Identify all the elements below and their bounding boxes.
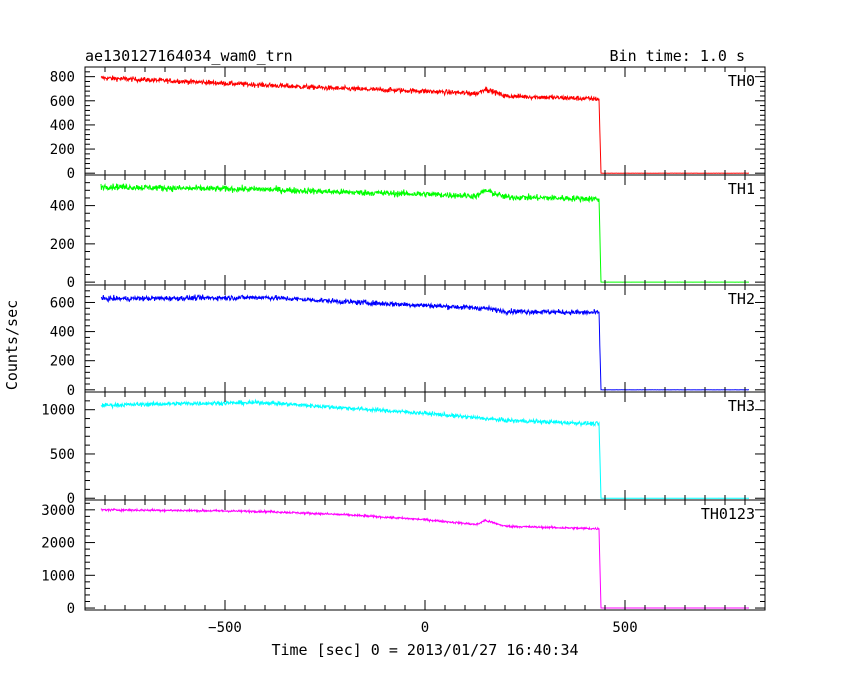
panel-frame <box>84 284 766 393</box>
y-axis-label: Counts/sec <box>3 300 21 390</box>
panel-frame <box>84 499 766 611</box>
series-line-th0123 <box>100 507 750 609</box>
y-tick-label: 400 <box>50 199 75 215</box>
y-tick-label: 800 <box>50 70 75 86</box>
y-tick-label: 1000 <box>41 403 75 419</box>
x-tick-label: 500 <box>612 620 637 636</box>
y-tick-label: 600 <box>50 94 75 110</box>
y-tick-label: 0 <box>67 166 75 182</box>
panel-th0: 0 200 400 600 800 TH0 <box>50 66 766 182</box>
y-tick-label: 0 <box>67 275 75 291</box>
x-axis-label: Time [sec] 0 = 2013/01/27 16:40:34 <box>271 641 578 659</box>
x-tick-label: 0 <box>421 620 429 636</box>
series-line-th0 <box>100 75 750 174</box>
panel-th2: 0 200 400 600 TH2 <box>50 284 766 399</box>
panel-frame <box>84 391 766 501</box>
y-tick-label: 3000 <box>41 503 75 519</box>
panel-th0123: 0 1000 2000 3000 TH0123 <box>41 499 766 617</box>
y-tick-label: 400 <box>50 118 75 134</box>
y-tick-label: 400 <box>50 325 75 341</box>
series-line-th3 <box>100 398 750 499</box>
series-line-th1 <box>100 182 750 283</box>
y-tick-label: 200 <box>50 142 75 158</box>
y-tick-label: 600 <box>50 295 75 311</box>
panel-frame <box>84 174 766 286</box>
panel-th1: 0 200 400 TH1 <box>50 174 766 291</box>
series-line-th2 <box>100 294 750 391</box>
panel-frame <box>84 66 766 176</box>
x-tick-label: −500 <box>208 620 242 636</box>
chart-title: ae130127164034_wam0_trn <box>85 47 293 65</box>
y-tick-label: 200 <box>50 354 75 370</box>
panel-label: TH2 <box>728 290 755 308</box>
panel-label: TH3 <box>728 397 755 415</box>
y-tick-label: 200 <box>50 237 75 253</box>
panel-label: TH1 <box>728 180 755 198</box>
panel-th3: 0 500 1000 TH3 <box>41 391 766 507</box>
bin-time-label: Bin time: 1.0 s <box>610 47 745 65</box>
panel-label: TH0123 <box>701 505 755 523</box>
y-tick-label: 0 <box>67 491 75 507</box>
y-tick-label: 0 <box>67 601 75 617</box>
y-tick-label: 0 <box>67 383 75 399</box>
y-tick-label: 500 <box>50 447 75 463</box>
y-tick-label: 1000 <box>41 568 75 584</box>
y-tick-label: 2000 <box>41 536 75 552</box>
panel-label: TH0 <box>728 72 755 90</box>
